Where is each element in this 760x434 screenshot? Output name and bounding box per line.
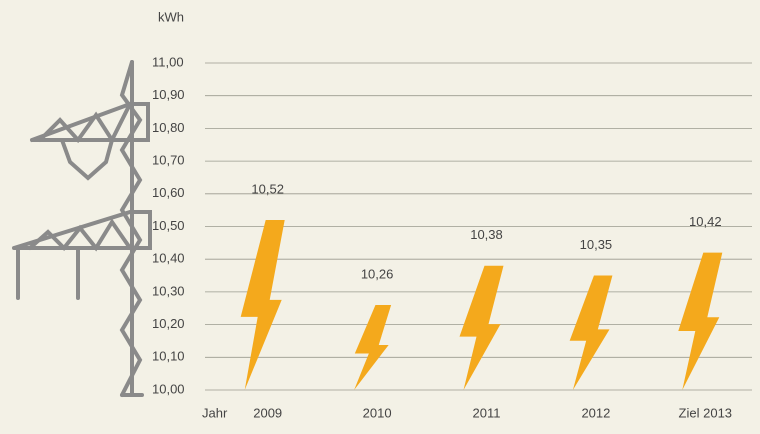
y-tick-label: 10,30 [152, 283, 185, 298]
x-tick-label: 2011 [473, 405, 501, 420]
value-label: 10,38 [470, 227, 503, 242]
value-label: 10,35 [580, 237, 613, 252]
y-tick-label: 10,20 [152, 316, 185, 331]
y-tick-label: 10,60 [152, 185, 185, 200]
bolt-bar [240, 219, 285, 390]
y-tick-label: 10,80 [152, 120, 185, 135]
value-label: 10,42 [689, 214, 722, 229]
x-axis-label: Jahr [202, 405, 228, 420]
y-tick-label: 10,10 [152, 349, 185, 364]
y-tick-label: 11,00 [152, 54, 184, 69]
x-tick-label: 2009 [253, 405, 282, 420]
bolt-bar [678, 252, 723, 390]
value-label: 10,52 [251, 181, 284, 196]
y-tick-label: 10,00 [152, 381, 185, 396]
x-tick-label: 2010 [363, 405, 392, 420]
y-tick-label: 10,50 [152, 218, 185, 233]
y-tick-label: 10,40 [152, 251, 185, 266]
bolt-bar [569, 275, 613, 390]
y-tick-label: 10,90 [152, 87, 185, 102]
value-label: 10,26 [361, 266, 394, 281]
bolt-bar [354, 304, 392, 390]
x-tick-label: 2012 [581, 405, 610, 420]
y-axis-label: kWh [158, 9, 184, 24]
y-tick-label: 10,70 [152, 153, 185, 168]
pylon-illustration [12, 60, 152, 397]
bolt-bar [459, 265, 504, 390]
x-tick-label: Ziel 2013 [679, 405, 732, 420]
